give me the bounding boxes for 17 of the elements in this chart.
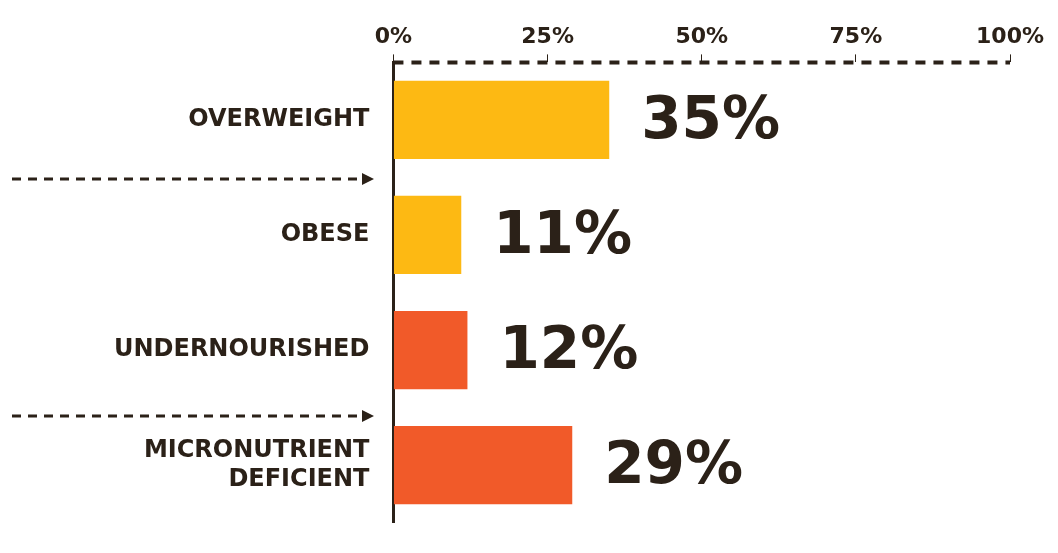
x-tick-label: 75% xyxy=(829,22,883,48)
data-label: 11% xyxy=(493,199,633,268)
y-tick-label: UNDERNOURISHED xyxy=(113,334,370,363)
bar xyxy=(393,425,573,505)
bar xyxy=(393,80,610,160)
data-label: 12% xyxy=(499,314,639,383)
data-label: 29% xyxy=(604,429,744,498)
y-tick-label: OVERWEIGHT xyxy=(188,104,371,133)
y-tick-label: OBESE xyxy=(280,219,370,248)
bar xyxy=(393,310,468,390)
y-tick-label: MICRONUTRIENT DEFICIENT xyxy=(143,434,371,492)
data-label: 35% xyxy=(641,83,781,152)
bar xyxy=(393,195,462,275)
x-tick-label: 50% xyxy=(675,22,729,48)
x-tick-label: 100% xyxy=(976,22,1044,48)
x-tick-label: 0% xyxy=(374,22,413,48)
x-tick-label: 25% xyxy=(521,22,574,48)
